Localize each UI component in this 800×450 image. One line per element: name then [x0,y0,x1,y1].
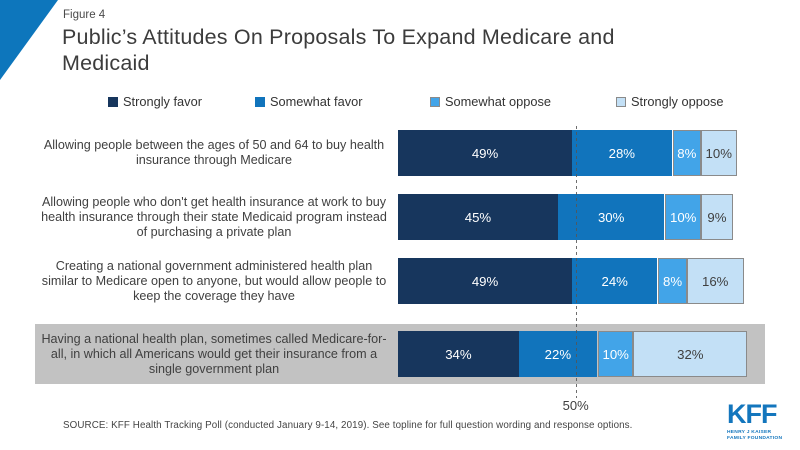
bar-segment-strongly-favor: 34% [398,331,519,377]
bar-segment-strongly-favor: 45% [398,194,558,240]
bar-segment-strongly-oppose: 32% [633,331,748,377]
kff-logo-subtext: HENRY J KAISER FAMILY FOUNDATION [727,430,782,442]
chart-legend: Strongly favor Somewhat favor Somewhat opp… [0,94,800,112]
bar-segment-value: 16% [702,273,729,289]
bar-segment-strongly-oppose: 10% [700,130,737,176]
bar-segment-value: 45% [464,209,492,225]
bar-row: 49% 28% 8% 10% [398,130,737,176]
legend-swatch [108,96,118,107]
legend-item-strongly-favor: Strongly favor [108,94,202,109]
bar-segment-strongly-oppose: 16% [686,258,744,304]
kff-logo-text: KFF [727,399,777,429]
kff-logo-subtext-line1: HENRY J KAISER [727,430,772,435]
bar-segment-somewhat-oppose: 10% [597,331,634,377]
legend-item-strongly-oppose: Strongly oppose [616,94,723,109]
bar-segment-value: 49% [471,145,499,161]
bar-segment-somewhat-oppose: 10% [665,194,701,240]
bar-segment-value: 9% [707,209,727,225]
stacked-bar-chart: 50% Allowing people between the ages of … [0,118,800,418]
source-note: SOURCE: KFF Health Tracking Poll (conduc… [63,420,633,431]
bar-segment-strongly-oppose: 9% [700,194,733,240]
chart-title: Public’s Attitudes On Proposals To Expan… [62,25,615,76]
row-label: Having a national health plan, sometimes… [41,331,387,376]
bar-segment-value: 10% [705,145,732,161]
legend-label: Strongly favor [123,94,202,109]
legend-item-somewhat-oppose: Somewhat oppose [430,94,551,109]
bar-row: 45% 30% 10% 9% [398,194,733,240]
bar-segment-value: 24% [601,273,628,289]
row-label: Creating a national government administe… [41,258,387,303]
legend-swatch [255,96,265,107]
bar-row: 49% 24% 8% 16% [398,258,744,304]
kff-corner-triangle-decoration [0,0,58,80]
bar-segment-value: 8% [663,273,683,289]
bar-segment-somewhat-favor: 24% [572,258,658,304]
bar-segment-value: 28% [608,145,636,161]
bar-segment-somewhat-favor: 28% [572,130,672,176]
bar-segment-strongly-favor: 49% [398,130,573,176]
row-label: Allowing people between the ages of 50 a… [43,138,385,167]
legend-swatch [430,96,440,107]
bar-segment-value: 8% [677,145,697,161]
bar-segment-strongly-favor: 49% [398,258,573,304]
bar-segment-somewhat-oppose: 8% [658,258,687,304]
bar-segment-value: 10% [670,209,697,225]
bar-segment-somewhat-favor: 22% [518,331,597,377]
bar-segment-somewhat-favor: 30% [557,194,665,240]
bar-segment-value: 30% [597,209,625,225]
row-label: Allowing people who don't get health ins… [41,194,387,239]
legend-item-somewhat-favor: Somewhat favor [255,94,362,109]
bar-segment-value: 49% [471,273,499,289]
figure-label: Figure 4 [63,9,106,21]
legend-label: Strongly oppose [631,94,724,109]
bar-segment-value: 22% [544,346,572,362]
fifty-percent-reference-line [575,126,577,398]
bar-row: 34% 22% 10% 32% [398,331,748,377]
kff-logo-subtext-line2: FAMILY FOUNDATION [727,436,783,442]
legend-label: Somewhat oppose [445,94,551,109]
legend-label: Somewhat favor [270,94,363,109]
bar-segment-value: 34% [445,346,472,362]
fifty-percent-label: 50% [562,398,589,413]
bar-segment-value: 10% [602,346,629,362]
bar-segment-value: 32% [677,346,704,362]
kff-logo: KFF HENRY J KAISER FAMILY FOUNDATION [727,401,782,442]
legend-swatch [616,96,626,107]
bar-segment-somewhat-oppose: 8% [672,130,701,176]
